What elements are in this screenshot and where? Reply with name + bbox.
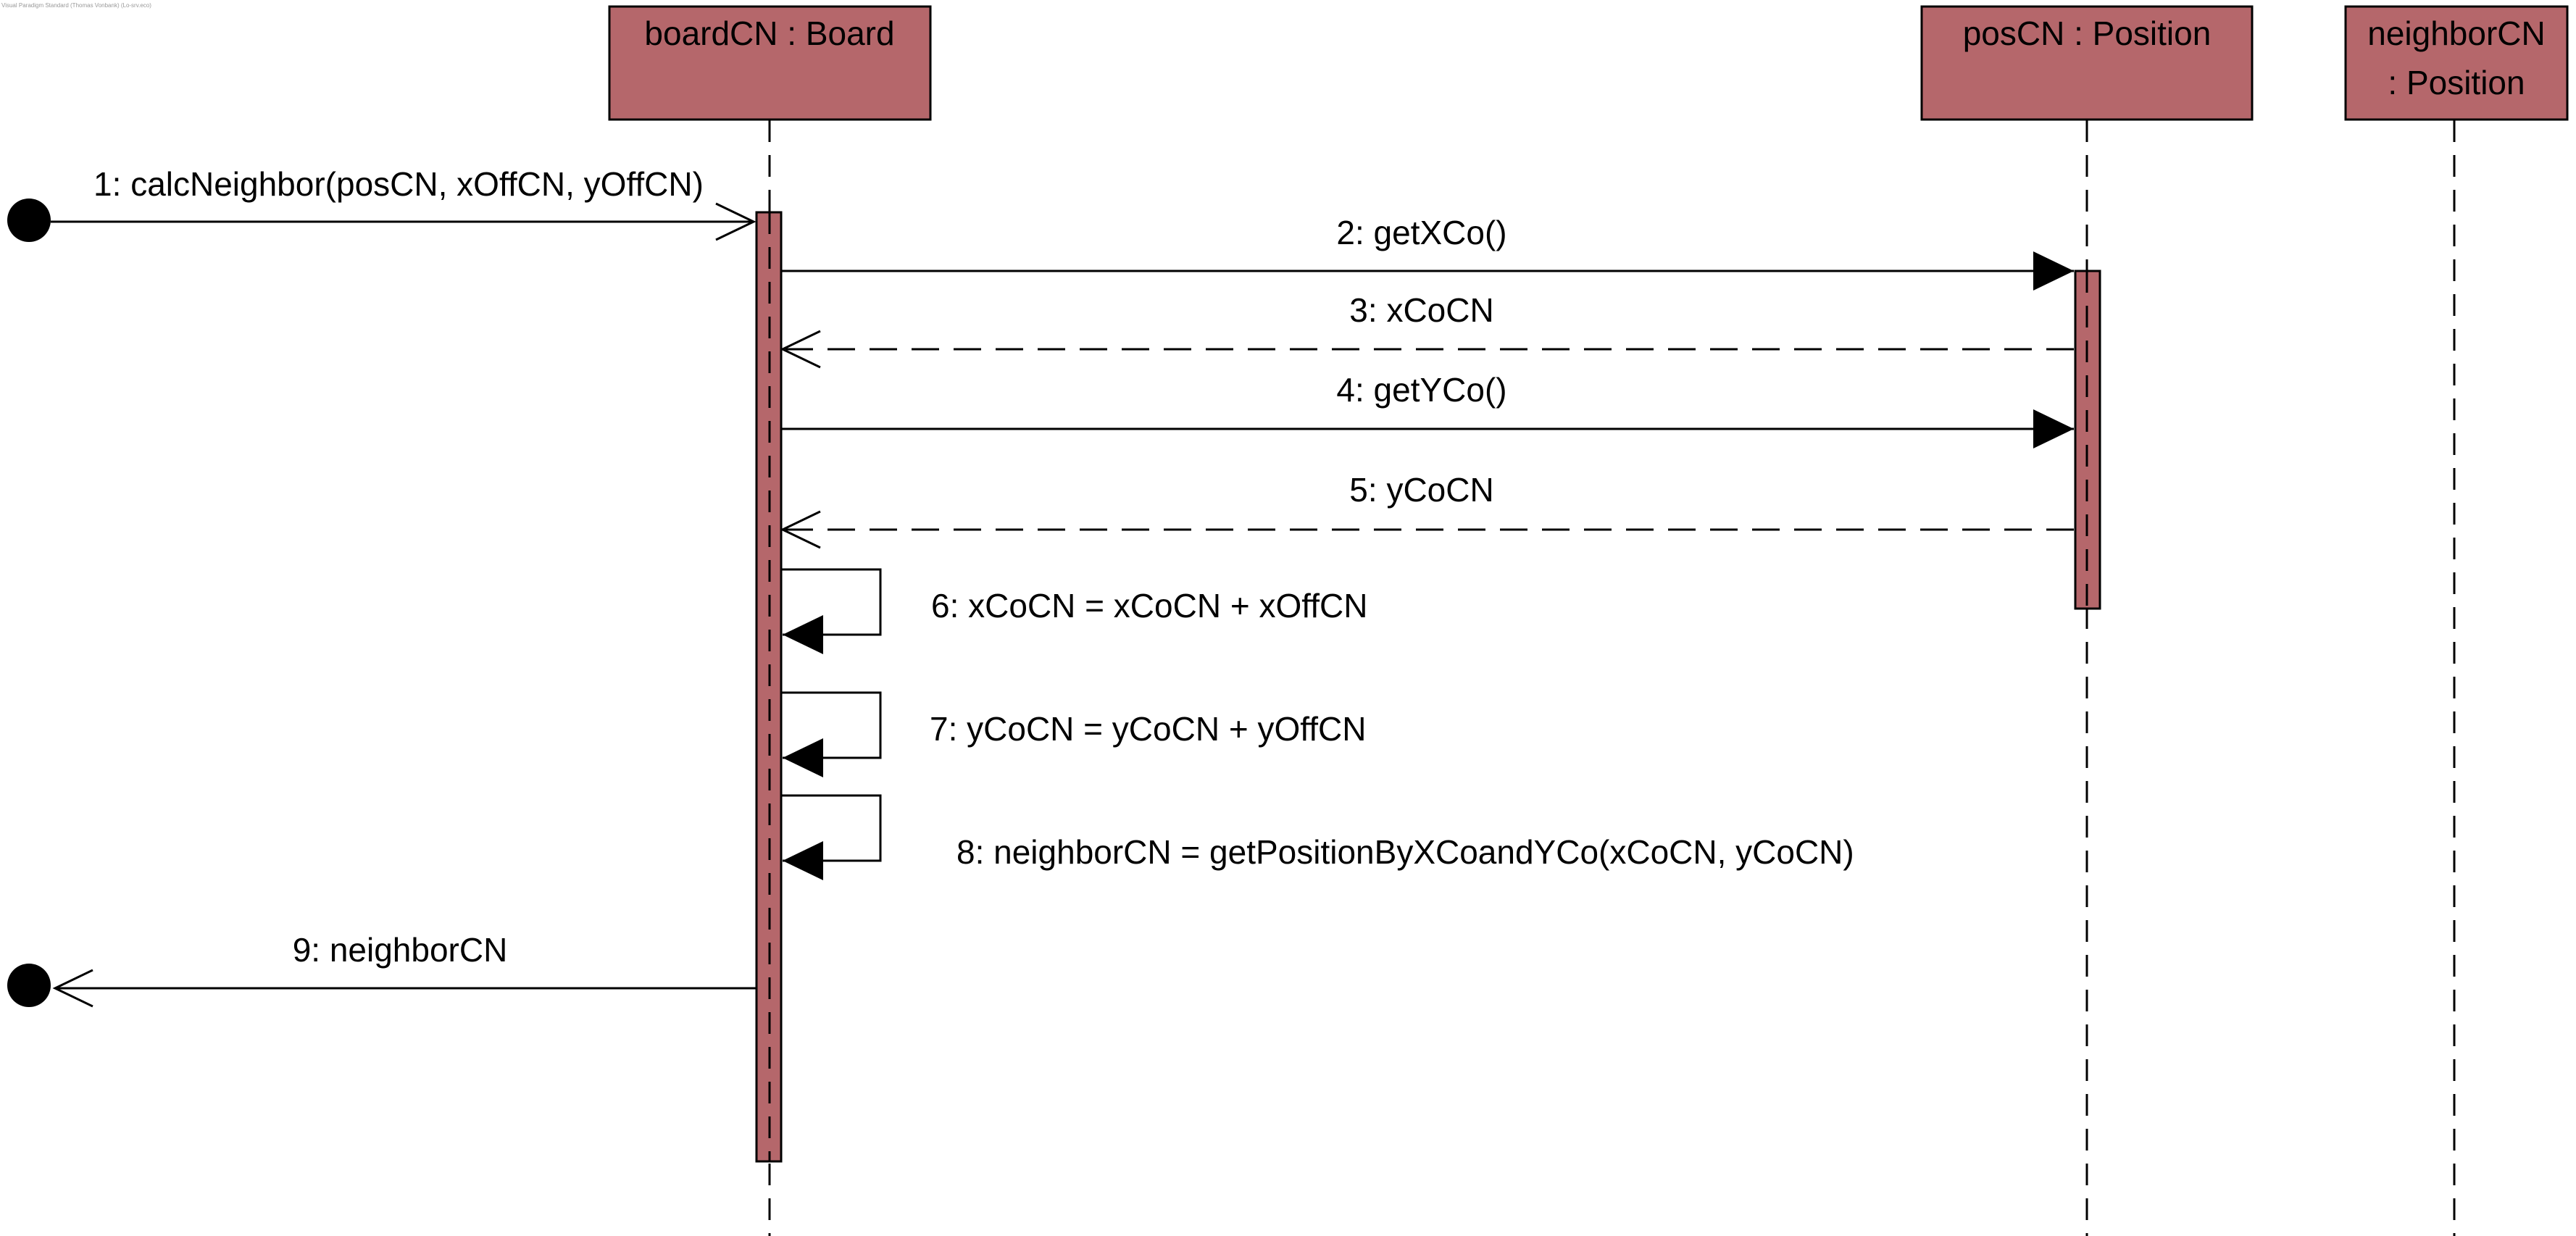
lifeline-pos: posCN : Position bbox=[1920, 5, 2254, 1236]
found-message-start-dot bbox=[7, 199, 51, 242]
lifeline-pos-box[interactable] bbox=[1920, 5, 2254, 121]
message-4-label: 4: getYCo() bbox=[1336, 371, 1506, 409]
message-5-label: 5: yCoCN bbox=[1349, 471, 1493, 509]
message-6-label: 6: xCoCN = xCoCN + xOffCN bbox=[931, 587, 1367, 625]
message-3-label: 3: xCoCN bbox=[1349, 291, 1493, 329]
message-9-label: 9: neighborCN bbox=[293, 931, 508, 969]
message-2-label: 2: getXCo() bbox=[1336, 214, 1506, 251]
message-7-label: 7: yCoCN = yCoCN + yOffCN bbox=[930, 710, 1366, 748]
message-8-self-arrow[interactable] bbox=[781, 794, 882, 880]
message-7-self-arrow[interactable] bbox=[781, 691, 882, 777]
lifeline-board-box[interactable] bbox=[608, 5, 932, 121]
lifeline-board-label: boardCN : Board bbox=[644, 14, 894, 52]
message-6-self-arrow[interactable] bbox=[781, 568, 882, 654]
lifeline-neighbor-box[interactable] bbox=[2344, 5, 2569, 121]
lifeline-board: boardCN : Board bbox=[608, 5, 932, 1236]
message-9-end-dot bbox=[7, 964, 51, 1007]
message-8-label: 8: neighborCN = getPositionByXCoandYCo(x… bbox=[956, 833, 1854, 871]
lifeline-neighbor: neighborCN : Position bbox=[2344, 5, 2569, 1236]
message-1-label: 1: calcNeighbor(posCN, xOffCN, yOffCN) bbox=[93, 165, 704, 203]
lifeline-neighbor-label-line2: : Position bbox=[2388, 64, 2525, 101]
lifeline-neighbor-label-line1: neighborCN bbox=[2367, 14, 2545, 52]
watermark: Visual Paradigm Standard (Thomas Vonbank… bbox=[1, 2, 151, 9]
lifeline-pos-label: posCN : Position bbox=[1963, 14, 2212, 52]
